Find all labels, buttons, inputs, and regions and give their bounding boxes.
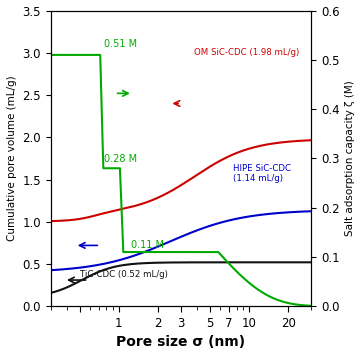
Text: 0.51 M: 0.51 M (104, 39, 137, 49)
Text: OM SiC-CDC (1.98 mL/g): OM SiC-CDC (1.98 mL/g) (194, 48, 300, 57)
X-axis label: Pore size σ (nm): Pore size σ (nm) (117, 335, 245, 349)
Y-axis label: Salt adsorption capacity ζ (M): Salt adsorption capacity ζ (M) (345, 81, 355, 236)
Text: HIPE SiC-CDC
(1.14 mL/g): HIPE SiC-CDC (1.14 mL/g) (233, 164, 291, 183)
Text: TiC-CDC (0.52 mL/g): TiC-CDC (0.52 mL/g) (80, 270, 168, 279)
Y-axis label: Cumulative pore volume (mL/g): Cumulative pore volume (mL/g) (7, 76, 17, 241)
Text: 0.11 M: 0.11 M (131, 240, 164, 250)
Text: 0.28 M: 0.28 M (104, 154, 137, 164)
